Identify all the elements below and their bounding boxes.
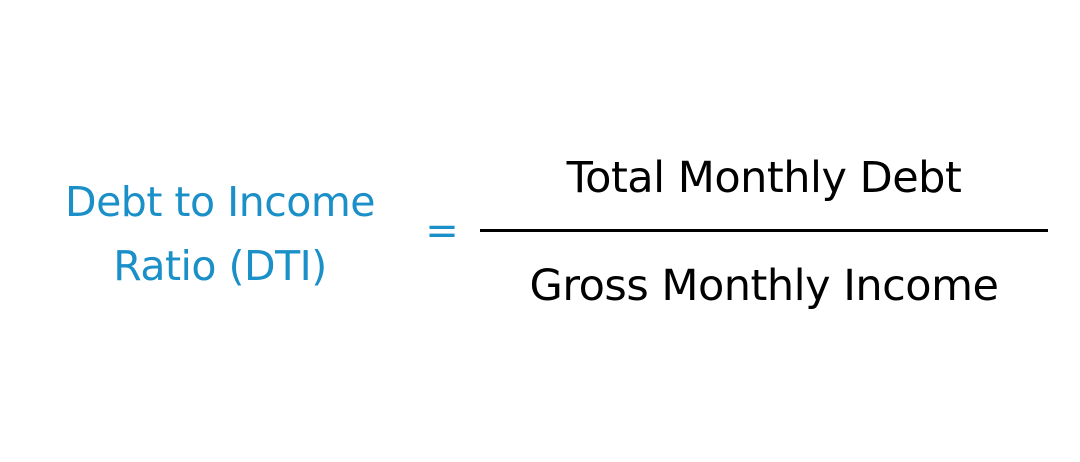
- fraction-denominator: Gross Monthly Income: [529, 261, 999, 311]
- lhs-line-2: Ratio (DTI): [113, 242, 327, 290]
- formula-left-hand-side: Debt to Income Ratio (DTI): [20, 170, 420, 298]
- lhs-line-1: Debt to Income: [65, 178, 376, 226]
- equals-sign: =: [425, 208, 459, 254]
- fraction-numerator: Total Monthly Debt: [566, 153, 962, 203]
- fraction-bar: [480, 229, 1048, 232]
